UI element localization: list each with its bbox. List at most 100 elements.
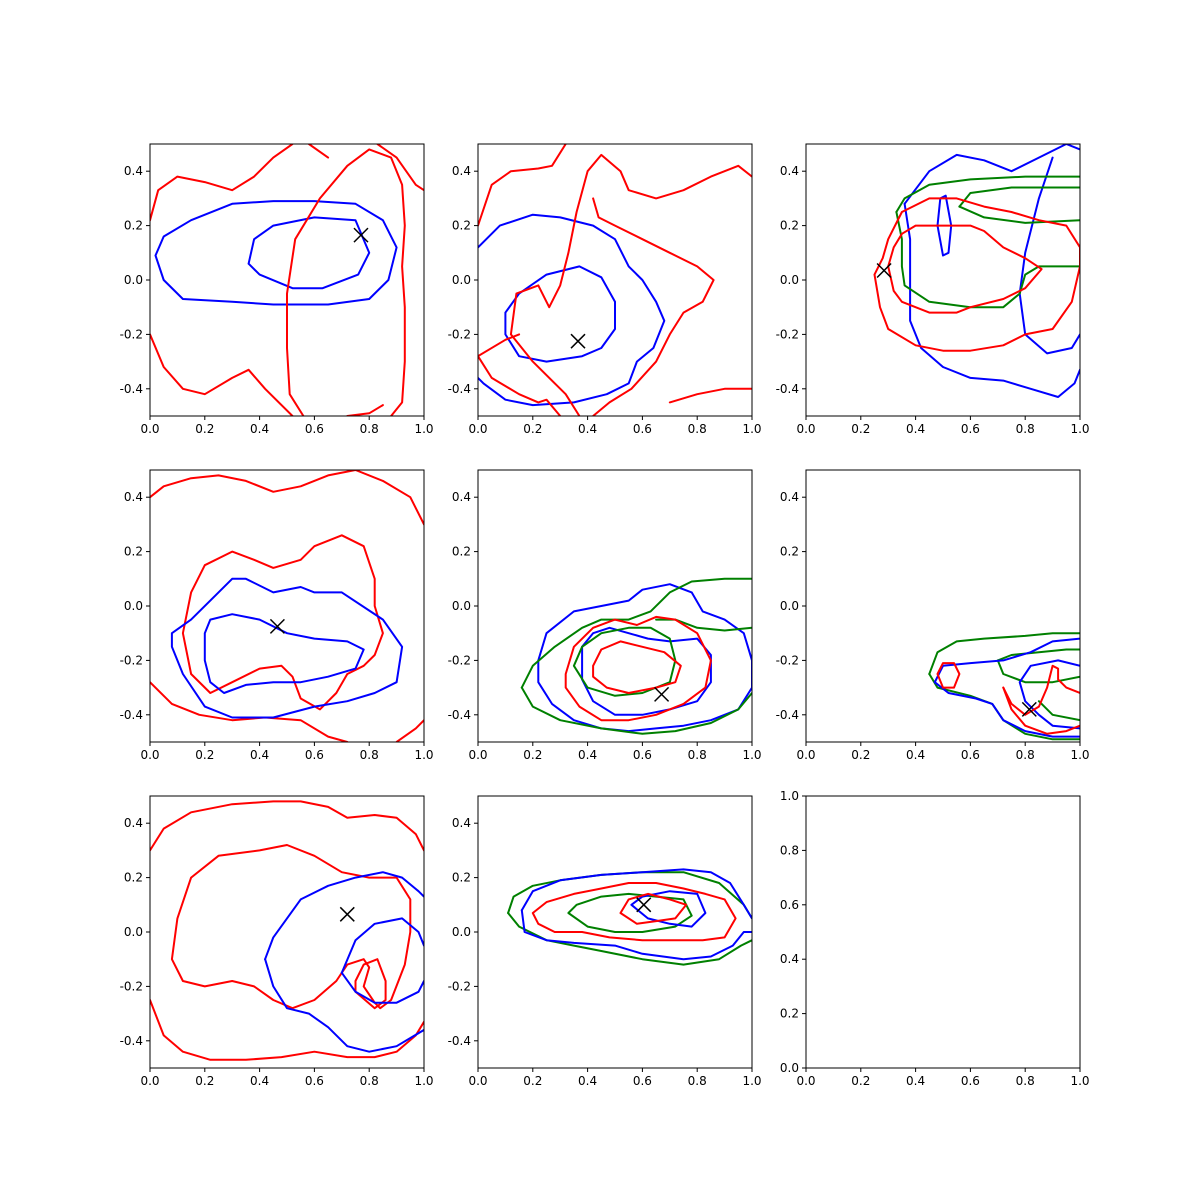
blue-contour-line — [203, 613, 365, 694]
y-tick-label: 0.0 — [780, 599, 799, 613]
x-tick-label: 0.2 — [851, 1074, 870, 1088]
plot-area — [150, 144, 424, 416]
green-contour-line — [507, 912, 752, 966]
green-contour-line — [958, 205, 1080, 224]
subplot-1: 0.0 0.2 0.4 0.6 0.8 1.0 0.4 0.2 0.0 -0.2 -0.4 — [120, 143, 434, 436]
blue-contour-line — [520, 909, 752, 961]
red-contour-line — [564, 615, 712, 722]
x-tick-label: 0.6 — [633, 748, 652, 762]
x-marker — [1021, 701, 1037, 717]
y-tick-label: 0.4 — [780, 490, 799, 504]
x-tick-label: 1.0 — [1070, 422, 1089, 436]
y-tick-label: 0.0 — [780, 273, 799, 287]
plot-area — [520, 577, 752, 735]
x-tick-label: 0.0 — [796, 1074, 815, 1088]
x-marker — [654, 686, 670, 702]
x-tick-label: 0.2 — [195, 1074, 214, 1088]
subplot-8: 0.0 0.2 0.4 0.6 0.8 1.0 0.4 0.2 0.0 -0.2 -0.4 — [448, 795, 762, 1088]
red-contour-line — [936, 662, 961, 689]
x-tick-label: 0.6 — [633, 422, 652, 436]
y-tick-label: -0.2 — [448, 653, 471, 667]
red-contour-line — [376, 144, 424, 192]
green-contour-line — [996, 648, 1080, 662]
blue-contour-line — [581, 626, 712, 716]
x-tick-label: 1.0 — [1070, 748, 1089, 762]
x-tick-label: 0.4 — [578, 1074, 597, 1088]
x-tick-label: 0.8 — [1016, 748, 1035, 762]
red-contour-line — [150, 144, 294, 222]
x-tick-label: 0.2 — [851, 748, 870, 762]
red-contour-line — [150, 333, 294, 416]
x-tick-label: 0.4 — [906, 1074, 925, 1088]
y-tick-label: -0.2 — [120, 653, 143, 667]
x-tick-label: 0.8 — [360, 1074, 379, 1088]
green-contour-line — [928, 673, 1080, 741]
green-contour-line — [1037, 700, 1080, 722]
y-tick-label: 0.4 — [452, 816, 471, 830]
x-tick-label: 0.2 — [851, 422, 870, 436]
red-contour-line — [1002, 664, 1080, 716]
green-contour-line — [567, 892, 693, 933]
subplot-6: 0.0 0.2 0.4 0.6 0.8 1.0 0.4 0.2 0.0 -0.2 -0.4 — [776, 469, 1090, 762]
y-tick-label: 0.8 — [780, 843, 799, 857]
y-tick-label: -0.4 — [448, 708, 471, 722]
y-tick-label: 0.6 — [780, 898, 799, 912]
blue-contour-line — [933, 637, 1080, 684]
x-tick-label: 0.6 — [961, 1074, 980, 1088]
y-tick-label: -0.2 — [776, 653, 799, 667]
red-contour-line — [531, 882, 737, 942]
y-tick-label: 0.2 — [452, 871, 471, 885]
x-tick-label: 1.0 — [742, 748, 761, 762]
subplot-4: 0.0 0.2 0.4 0.6 0.8 1.0 0.4 0.2 0.0 -0.2 -0.4 — [120, 469, 434, 762]
plot-area — [928, 632, 1080, 741]
blue-contour-line — [520, 868, 752, 920]
blue-contour-line — [903, 144, 1080, 205]
blue-contour-line — [1018, 659, 1080, 730]
axes-frame — [805, 795, 1081, 1069]
y-tick-label: -0.4 — [448, 382, 471, 396]
blue-contour-line — [478, 213, 666, 407]
blue-contour-line — [630, 890, 707, 928]
subplot-3: 0.0 0.2 0.4 0.6 0.8 1.0 0.4 0.2 0.0 -0.2 -0.4 — [776, 143, 1090, 436]
red-contour-line — [150, 800, 424, 852]
x-tick-label: 0.4 — [578, 748, 597, 762]
x-tick-label: 1.0 — [742, 1074, 761, 1088]
x-marker — [339, 906, 355, 922]
subplot-5: 0.0 0.2 0.4 0.6 0.8 1.0 0.4 0.2 0.0 -0.2 -0.4 — [448, 469, 762, 762]
axes-frame — [149, 469, 425, 743]
x-tick-label: 0.6 — [305, 1074, 324, 1088]
x-marker — [876, 262, 892, 279]
x-tick-label: 0.4 — [578, 422, 597, 436]
red-contour-line — [181, 534, 384, 711]
x-tick-label: 0.2 — [523, 1074, 542, 1088]
red-contour-line — [286, 148, 406, 416]
y-tick-label: 0.2 — [124, 219, 143, 233]
blue-contour-line — [1018, 156, 1080, 355]
green-contour-line — [655, 618, 752, 632]
x-tick-label: 0.2 — [195, 748, 214, 762]
green-contour-line — [507, 871, 752, 920]
axes-frame — [477, 469, 753, 743]
y-tick-label: -0.4 — [448, 1034, 471, 1048]
x-tick-label: 0.0 — [140, 748, 159, 762]
green-contour-line — [895, 175, 1080, 213]
y-tick-label: 0.0 — [124, 273, 143, 287]
plot-area — [150, 470, 424, 742]
x-tick-label: 0.8 — [688, 1074, 707, 1088]
x-tick-label: 0.0 — [468, 1074, 487, 1088]
subplot-7: 0.0 0.2 0.4 0.6 0.8 1.0 0.4 0.2 0.0 -0.2 -0.4 — [120, 795, 434, 1088]
x-tick-label: 0.6 — [961, 748, 980, 762]
y-tick-label: 0.4 — [124, 164, 143, 178]
red-contour-line — [668, 387, 752, 404]
blue-contour-line — [340, 971, 424, 1004]
y-tick-label: -0.4 — [120, 1034, 143, 1048]
y-tick-label: -0.2 — [120, 979, 143, 993]
x-tick-label: 0.0 — [468, 422, 487, 436]
y-tick-label: 0.0 — [124, 925, 143, 939]
plot-area — [478, 144, 752, 416]
red-contour-line — [887, 224, 1043, 314]
x-tick-label: 0.8 — [360, 748, 379, 762]
y-tick-label: 0.4 — [780, 952, 799, 966]
subplot-2: 0.0 0.2 0.4 0.6 0.8 1.0 0.4 0.2 0.0 -0.2 -0.4 — [448, 143, 762, 436]
y-tick-label: 0.4 — [124, 490, 143, 504]
